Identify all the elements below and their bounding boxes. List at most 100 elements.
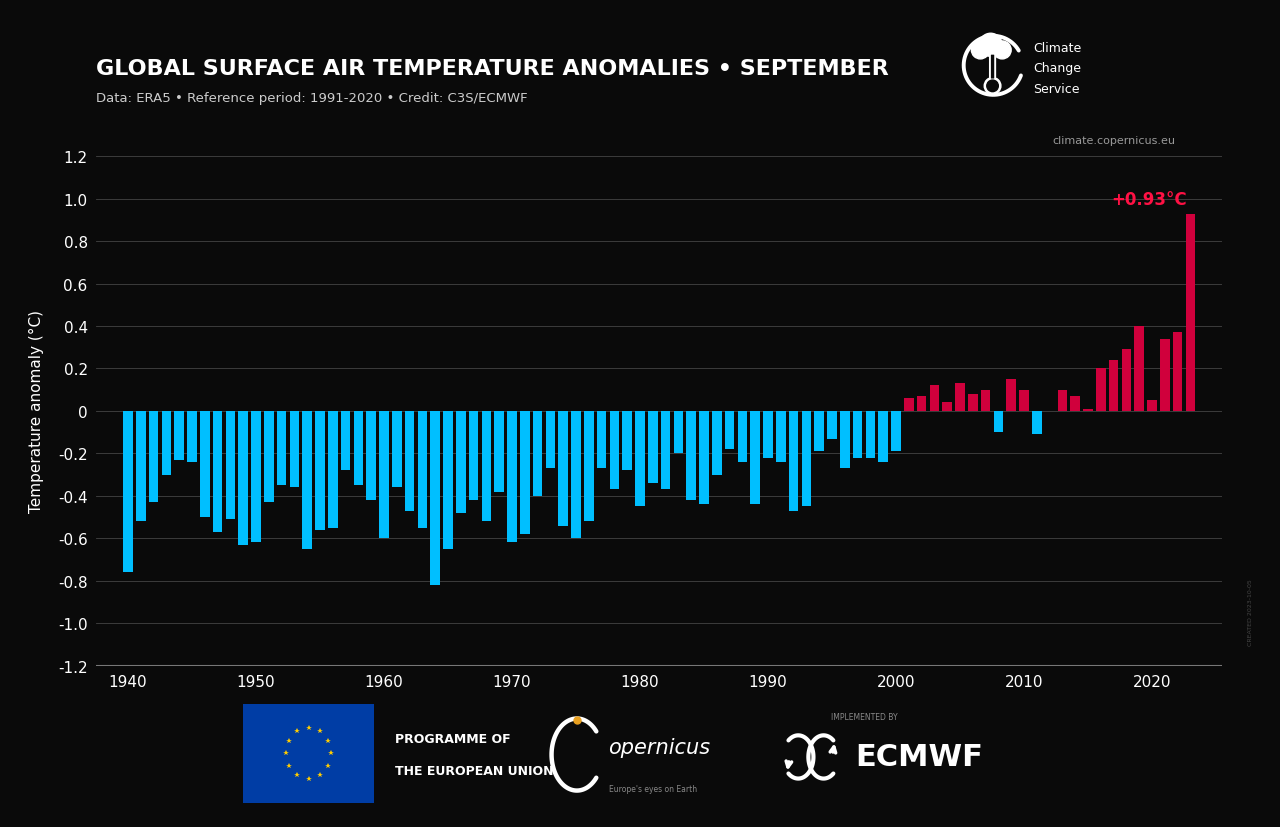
Bar [456,412,466,513]
Bar [264,412,274,503]
Bar [1019,390,1029,412]
Bar [123,412,133,572]
Bar [187,412,197,462]
Bar [660,412,671,490]
Text: Climate: Climate [1033,42,1082,55]
Bar [1147,401,1157,412]
Bar [238,412,248,545]
Bar [1121,350,1132,412]
Bar [724,412,735,450]
Bar [968,394,978,412]
Circle shape [972,42,989,60]
Bar [379,412,389,538]
Bar [1006,380,1016,412]
Bar [148,412,159,503]
Bar [1032,412,1042,435]
Bar [801,412,812,507]
Text: Change: Change [1033,62,1082,75]
Bar [852,412,863,458]
Bar [225,412,236,519]
Bar [494,412,504,492]
Bar [904,399,914,412]
Bar [468,412,479,500]
Bar [648,412,658,484]
Bar [558,412,568,526]
Text: climate.copernicus.eu: climate.copernicus.eu [1052,136,1175,146]
Bar [328,412,338,528]
Text: THE EUROPEAN UNION: THE EUROPEAN UNION [396,763,554,777]
Bar [443,412,453,549]
Bar [737,412,748,462]
Bar [340,412,351,471]
Text: Europe's eyes on Earth: Europe's eyes on Earth [609,784,698,793]
Bar [776,412,786,462]
Bar [584,412,594,522]
Bar [891,412,901,452]
Bar [212,412,223,533]
Bar [1108,361,1119,412]
Bar [955,384,965,412]
Text: PROGRAMME OF: PROGRAMME OF [396,733,511,746]
Bar [596,412,607,469]
Text: +0.93°C: +0.93°C [1111,191,1187,209]
Bar [366,412,376,500]
Bar [699,412,709,504]
Bar [1083,409,1093,412]
Text: Data: ERA5 • Reference period: 1991-2020 • Credit: C3S/ECMWF: Data: ERA5 • Reference period: 1991-2020… [96,92,527,105]
Text: Service: Service [1033,83,1079,96]
Bar [1070,397,1080,412]
Bar [161,412,172,475]
Bar [1185,214,1196,412]
Bar [520,412,530,534]
Bar [609,412,620,490]
Bar [289,412,300,488]
Bar [430,412,440,586]
Bar [763,412,773,458]
Bar [302,412,312,549]
Bar [417,412,428,528]
Text: ECMWF: ECMWF [856,743,983,772]
Bar [507,412,517,543]
Bar [865,412,876,458]
Bar [827,412,837,439]
Bar [532,412,543,496]
Bar [1160,339,1170,412]
Bar [788,412,799,511]
Bar [1134,327,1144,412]
Bar [814,412,824,452]
Bar [686,412,696,500]
Bar [673,412,684,454]
Y-axis label: Temperature anomaly (°C): Temperature anomaly (°C) [29,310,44,513]
Text: opernicus: opernicus [608,738,710,758]
Bar [916,397,927,412]
Bar [750,412,760,504]
Bar [942,403,952,412]
Bar [878,412,888,462]
Bar [980,390,991,412]
Circle shape [987,81,998,93]
Bar [712,412,722,475]
Bar [545,412,556,469]
Circle shape [984,79,1001,95]
FancyBboxPatch shape [243,705,374,802]
Bar [1172,333,1183,412]
Text: CREATED 2023-10-05: CREATED 2023-10-05 [1248,578,1253,645]
Bar [200,412,210,518]
Bar [392,412,402,488]
Bar [840,412,850,469]
Bar [571,412,581,538]
Text: IMPLEMENTED BY: IMPLEMENTED BY [831,712,897,721]
Text: GLOBAL SURFACE AIR TEMPERATURE ANOMALIES • SEPTEMBER: GLOBAL SURFACE AIR TEMPERATURE ANOMALIES… [96,59,888,79]
Bar [251,412,261,543]
Bar [993,412,1004,433]
Bar [174,412,184,460]
Bar [136,412,146,522]
Circle shape [979,34,1002,57]
Bar [929,386,940,412]
Bar [622,412,632,471]
Bar [1096,369,1106,412]
Bar [276,412,287,485]
Bar [635,412,645,507]
FancyBboxPatch shape [989,52,996,85]
Bar [481,412,492,522]
